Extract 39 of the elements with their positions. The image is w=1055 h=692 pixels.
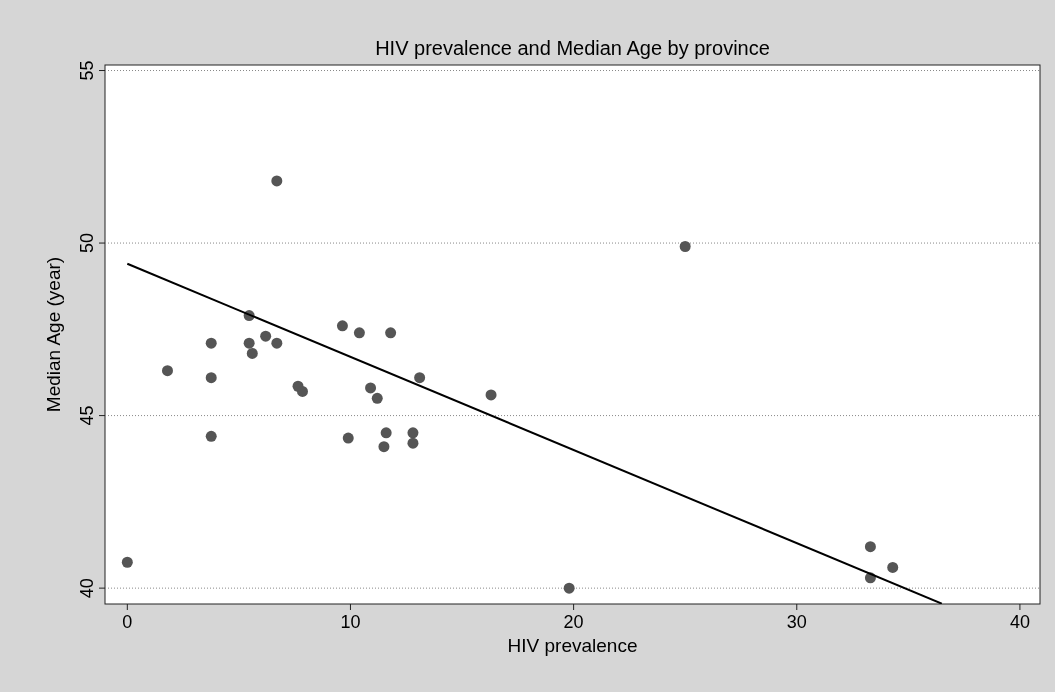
point xyxy=(205,372,217,384)
y-tick-label: 45 xyxy=(77,405,97,426)
point xyxy=(407,437,419,449)
point xyxy=(336,320,348,332)
point xyxy=(246,347,258,359)
y-tick-label: 40 xyxy=(77,578,97,599)
point xyxy=(485,389,497,401)
x-tick-label: 20 xyxy=(563,612,584,632)
point xyxy=(864,541,876,553)
chart-title: HIV prevalence and Median Age by province xyxy=(375,37,770,59)
point xyxy=(679,241,691,253)
x-tick-label: 0 xyxy=(122,612,133,632)
x-tick-label: 30 xyxy=(786,612,807,632)
point xyxy=(271,337,283,349)
point xyxy=(205,337,217,349)
point xyxy=(243,337,255,349)
point xyxy=(121,556,133,568)
point xyxy=(414,372,426,384)
point xyxy=(260,330,272,342)
x-tick-label: 40 xyxy=(1009,612,1030,632)
point xyxy=(385,327,397,339)
y-tick-label: 50 xyxy=(77,233,97,254)
point xyxy=(563,582,575,594)
point xyxy=(887,561,899,573)
point xyxy=(378,441,390,453)
point xyxy=(161,365,173,377)
y-tick-label: 55 xyxy=(77,60,97,81)
point xyxy=(380,427,392,439)
point xyxy=(365,382,377,394)
point xyxy=(271,175,283,187)
point xyxy=(371,392,383,404)
x-axis-title: HIV prevalence xyxy=(507,635,638,656)
y-axis-title: Median Age (year) xyxy=(43,256,64,413)
point xyxy=(296,385,308,397)
x-tick-label: 10 xyxy=(340,612,361,632)
point xyxy=(407,427,419,439)
point xyxy=(342,432,354,444)
point xyxy=(353,327,365,339)
point xyxy=(205,430,217,442)
